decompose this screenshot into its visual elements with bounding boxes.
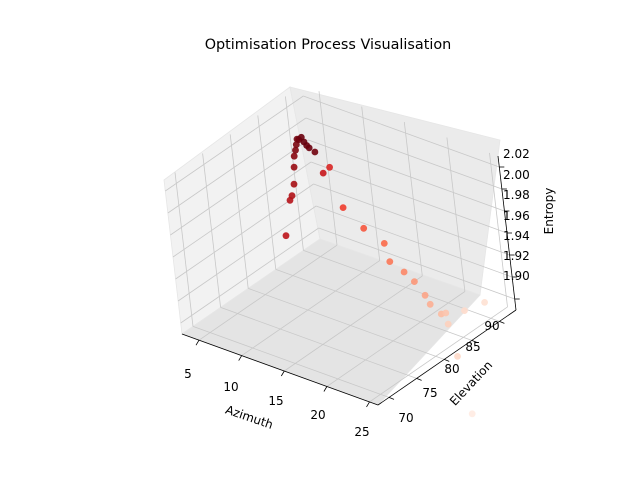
z-tick-label: 1.92 (503, 249, 530, 263)
scatter-point (481, 299, 488, 306)
z-tick-label: 2.02 (503, 147, 530, 161)
x-tick-label: 25 (354, 425, 369, 439)
scatter-point (426, 300, 434, 308)
x-tick-label: 10 (223, 380, 238, 394)
gridline-z-left (177, 205, 317, 302)
scatter-point (326, 163, 333, 171)
scatter-point (292, 146, 299, 154)
gridline-x-floor (198, 244, 338, 341)
z-tick-label: 1.98 (503, 188, 530, 202)
y-tick-label: 90 (484, 319, 499, 333)
y-tick-label: 80 (444, 362, 459, 376)
y-tick-labels: 70 75 80 85 90 (398, 319, 499, 425)
z-tick-labels: 1.90 1.92 1.94 1.96 1.98 2.00 2.02 (503, 147, 530, 283)
scatter-point (319, 169, 327, 177)
z-tick-label: 1.96 (503, 209, 530, 223)
scatter-point (461, 307, 468, 314)
gridline-z-back (310, 161, 508, 234)
x-tick-labels: 5 10 15 20 25 (184, 367, 369, 439)
chart-title: Optimisation Process Visualisation (205, 37, 452, 53)
gridline-y-floor (275, 269, 472, 341)
gridline-x-floor (241, 260, 380, 356)
gridline-z-back (308, 139, 505, 212)
gridline-z-back (318, 227, 515, 300)
scatter-point (290, 152, 298, 160)
gridline-z-left (167, 117, 307, 214)
scatter-point (290, 180, 298, 188)
scatter-point (454, 353, 461, 360)
y-axis-line (377, 309, 517, 406)
gridline-x-floor (369, 306, 508, 403)
x-tick-mark (280, 370, 285, 377)
scatter-point (444, 320, 452, 328)
scatter-point (400, 268, 408, 276)
gridline-z-left (172, 161, 312, 258)
gridline-z-back (315, 205, 513, 278)
scatter-point (339, 204, 347, 212)
scatter-point (305, 144, 313, 152)
gridline-x-floor (284, 275, 423, 372)
gridline-z-left (170, 139, 309, 236)
scatter-point (468, 410, 476, 418)
y-tick-mark (416, 378, 422, 381)
scatter-point (442, 309, 450, 317)
axes-panes (163, 86, 501, 406)
y-tick-label: 75 (422, 386, 437, 400)
x-tick-label: 5 (184, 367, 192, 381)
gridline-y-floor (248, 288, 445, 360)
scatter-point (282, 232, 290, 240)
y-tick-mark (444, 359, 450, 362)
gridline-y-floor (220, 307, 417, 379)
gridline-x-floor (326, 291, 466, 387)
z-tick-label: 1.94 (503, 229, 530, 243)
scatter-point (311, 148, 319, 156)
gridline-z-left (165, 95, 304, 192)
y-tick-mark (471, 340, 477, 343)
x-tick-label: 15 (268, 394, 283, 408)
x-tick-mark (238, 355, 243, 361)
scatter-point (386, 258, 394, 265)
scatter-point (411, 278, 418, 285)
scatter-points (282, 133, 488, 418)
x-tick-mark (323, 386, 328, 392)
x-tick-label: 20 (310, 408, 325, 422)
y-tick-mark (499, 321, 505, 324)
x-axis-line (181, 333, 379, 406)
scatter-point (421, 291, 429, 299)
y-tick-label: 70 (398, 411, 413, 425)
scatter-point (288, 192, 296, 200)
z-tick-label: 2.00 (503, 168, 530, 182)
z-tick-label: 1.90 (503, 269, 530, 283)
gridline-y-floor (192, 326, 390, 398)
z-axis-label: Entropy (542, 188, 556, 235)
scatter-point (380, 240, 388, 247)
scatter-point (360, 224, 368, 232)
gridline-z-back (305, 117, 503, 190)
x-tick-mark (366, 401, 370, 408)
gridline-z-back (313, 183, 510, 256)
scatter-point (290, 163, 298, 171)
gridline-z-left (180, 227, 319, 324)
gridline-z-back (303, 95, 500, 168)
x-tick-mark (195, 339, 200, 346)
y-tick-label: 85 (465, 340, 480, 354)
y-tick-mark (388, 397, 395, 400)
ticks (195, 166, 520, 408)
